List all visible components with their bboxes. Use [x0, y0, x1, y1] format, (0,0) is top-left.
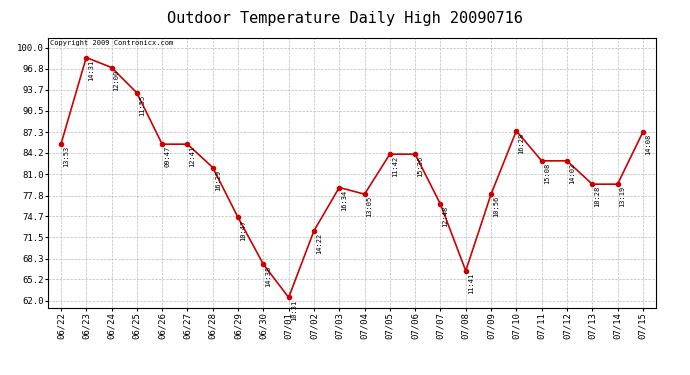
Text: 13:19: 13:19 — [620, 186, 626, 207]
Text: 16:34: 16:34 — [342, 189, 347, 211]
Text: 11:41: 11:41 — [468, 273, 474, 294]
Text: 16:28: 16:28 — [518, 133, 524, 154]
Text: 10:31: 10:31 — [290, 300, 297, 321]
Text: 15:08: 15:08 — [544, 163, 550, 184]
Text: Outdoor Temperature Daily High 20090716: Outdoor Temperature Daily High 20090716 — [167, 11, 523, 26]
Text: 10:47: 10:47 — [240, 219, 246, 241]
Text: 12:48: 12:48 — [442, 206, 448, 227]
Text: 09:47: 09:47 — [164, 146, 170, 167]
Text: 12:41: 12:41 — [190, 146, 195, 167]
Text: 16:29: 16:29 — [215, 170, 221, 191]
Text: 15:36: 15:36 — [417, 156, 423, 177]
Text: 11:55: 11:55 — [139, 95, 145, 116]
Text: 13:05: 13:05 — [366, 196, 373, 217]
Text: 10:56: 10:56 — [493, 196, 499, 217]
Text: 11:42: 11:42 — [392, 156, 398, 177]
Text: 14:38: 14:38 — [266, 266, 271, 287]
Text: Copyright 2009 Contronicx.com: Copyright 2009 Contronicx.com — [50, 40, 172, 46]
Text: 14:02: 14:02 — [569, 163, 575, 184]
Text: 12:00: 12:00 — [114, 69, 119, 91]
Text: 14:22: 14:22 — [316, 233, 322, 254]
Text: 14:08: 14:08 — [645, 134, 651, 155]
Text: 10:28: 10:28 — [594, 186, 600, 207]
Text: 14:31: 14:31 — [88, 60, 95, 81]
Text: 13:53: 13:53 — [63, 146, 69, 167]
